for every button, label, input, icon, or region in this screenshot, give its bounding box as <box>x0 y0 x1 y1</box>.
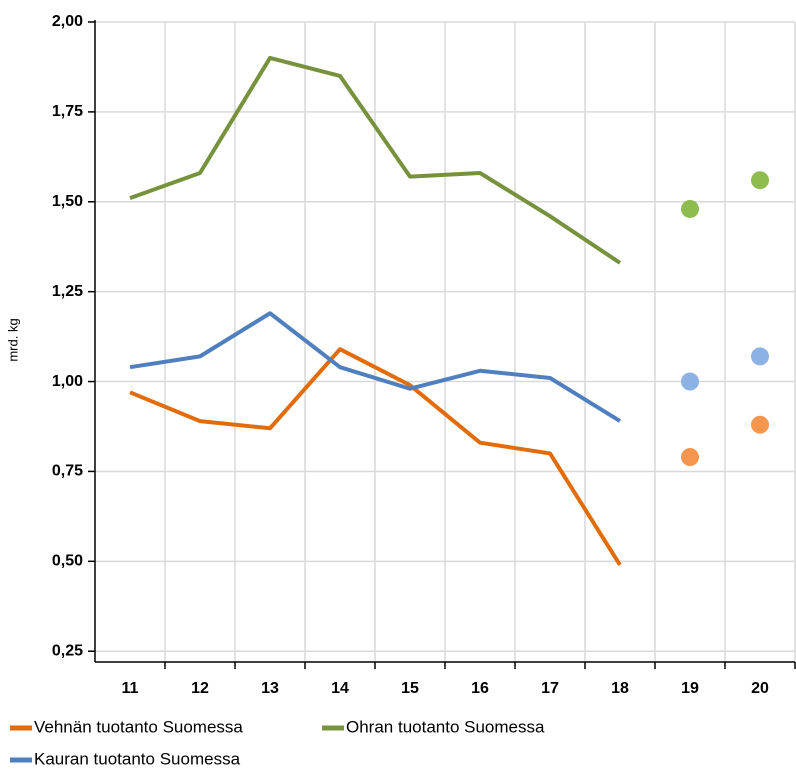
legend-label: Kauran tuotanto Suomessa <box>34 749 241 768</box>
y-tick-label: 0,25 <box>52 642 83 659</box>
y-tick-label: 0,75 <box>52 463 83 480</box>
x-tick-label: 16 <box>471 680 489 697</box>
line <box>129 347 622 566</box>
x-tick-label: 13 <box>261 680 279 697</box>
point <box>751 171 769 190</box>
x-tick-label: 14 <box>331 680 349 697</box>
y-tick-label: 1,50 <box>52 193 83 210</box>
point <box>751 347 769 366</box>
point <box>681 199 699 218</box>
y-tick-label: 1,25 <box>52 283 83 300</box>
point <box>681 448 699 467</box>
x-tick-label: 12 <box>191 680 209 697</box>
x-tick-label: 17 <box>541 680 559 697</box>
legend-label: Ohran tuotanto Suomessa <box>346 717 545 736</box>
line <box>129 55 622 265</box>
y-axis-label: mrd. kg <box>5 318 20 361</box>
x-tick-label: 19 <box>681 680 699 697</box>
x-tick-label: 11 <box>122 680 139 697</box>
y-tick-label: 1,00 <box>52 373 83 390</box>
y-tick-label: 2,00 <box>52 13 83 30</box>
x-tick-label: 18 <box>611 680 629 697</box>
y-tick-label: 1,75 <box>52 103 83 120</box>
legend-label: Vehnän tuotanto Suomessa <box>34 717 243 736</box>
point <box>681 372 699 391</box>
x-tick-label: 20 <box>751 680 769 697</box>
x-tick-label: 15 <box>401 680 419 697</box>
y-tick-label: 0,50 <box>52 553 83 570</box>
line <box>129 311 622 423</box>
point <box>751 415 769 434</box>
